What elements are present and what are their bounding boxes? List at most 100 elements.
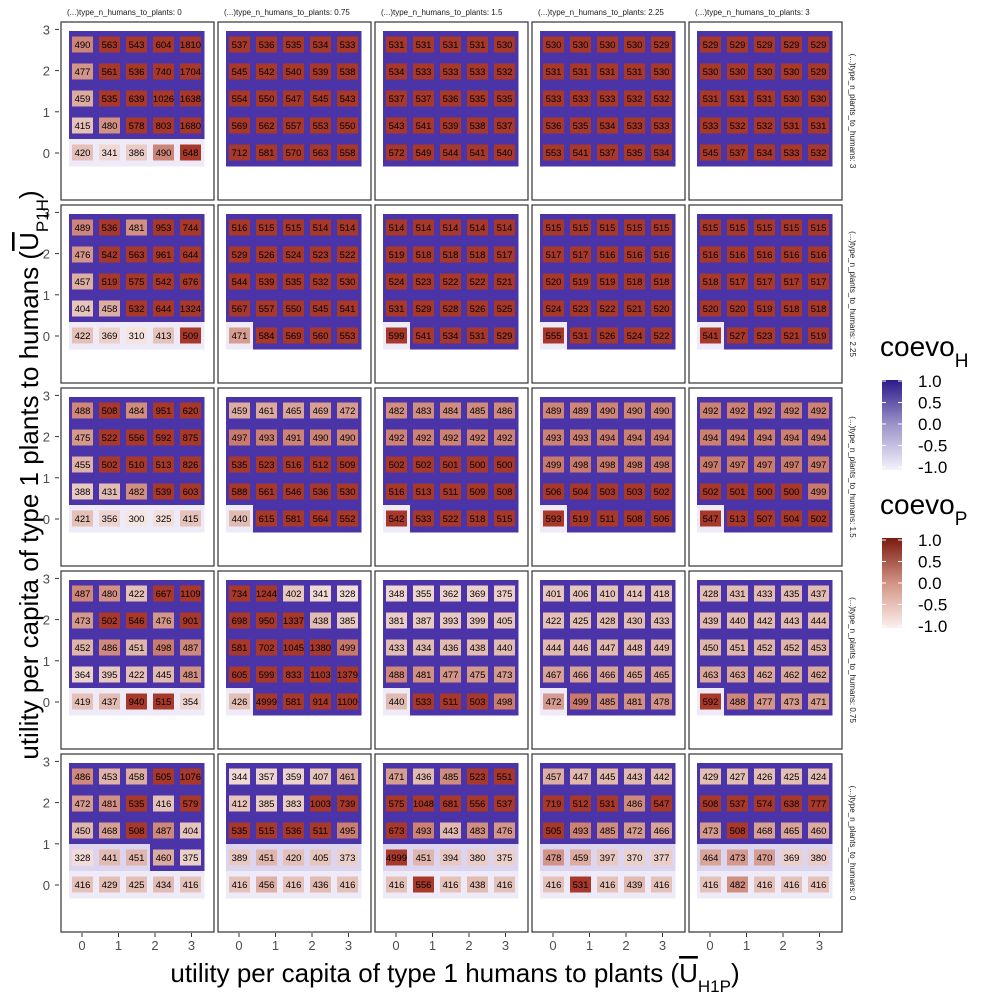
cell-value-label: 509 xyxy=(470,487,486,498)
heatmap-tile-p xyxy=(651,849,672,866)
cell-value-label: 416 xyxy=(389,880,405,891)
heatmap-tile-p xyxy=(494,219,515,236)
cell-value-label: 462 xyxy=(784,670,800,681)
heatmap-tile-p xyxy=(256,795,277,812)
heatmap-tile-p xyxy=(700,246,721,263)
cell-value-label: 532 xyxy=(627,94,643,105)
cell-value-label: 450 xyxy=(703,643,719,654)
cell-value-label: 416 xyxy=(232,880,248,891)
cell-value-label: 648 xyxy=(183,148,199,159)
cell-value-label: 541 xyxy=(470,148,486,159)
heatmap-tile-p xyxy=(283,63,304,80)
heatmap-tile-p xyxy=(543,849,564,866)
cell-value-label: 546 xyxy=(286,487,302,498)
heatmap-tile-p xyxy=(781,585,802,602)
cell-value-label: 526 xyxy=(259,250,275,261)
heatmap-tile-p xyxy=(283,849,304,866)
cell-value-label: 444 xyxy=(811,616,827,627)
cell-value-label: 1810 xyxy=(180,40,201,51)
heatmap-tile-p xyxy=(570,612,591,629)
cell-value-label: 537 xyxy=(389,94,405,105)
heatmap-tile-p xyxy=(494,795,515,812)
heatmap-tile-p xyxy=(467,273,488,290)
cell-value-label: 542 xyxy=(259,67,275,78)
cell-value-label: 1638 xyxy=(180,94,201,105)
cell-value-label: 667 xyxy=(156,589,172,600)
y-tick-label: 2 xyxy=(43,247,50,262)
cell-value-label: 531 xyxy=(573,331,589,342)
heatmap-tile-p xyxy=(153,327,174,344)
cell-value-label: 492 xyxy=(730,406,746,417)
heatmap-tile-p xyxy=(570,429,591,446)
cell-value-label: 575 xyxy=(129,277,145,288)
x-tick-label: 0 xyxy=(78,938,85,953)
cell-value-label: 436 xyxy=(313,880,329,891)
cell-value-label: 575 xyxy=(389,799,405,810)
heatmap-tile-p xyxy=(624,63,645,80)
cell-value-label: 531 xyxy=(389,40,405,51)
cell-value-label: 556 xyxy=(129,433,145,444)
heatmap-tile-p xyxy=(467,585,488,602)
heatmap-tile-p xyxy=(337,429,358,446)
cell-value-label: 497 xyxy=(811,460,827,471)
cell-value-label: 481 xyxy=(416,670,432,681)
heatmap-tile-p xyxy=(256,483,277,500)
heatmap-tile-p xyxy=(283,876,304,893)
heatmap-tile-p xyxy=(727,612,748,629)
cell-value-label: 494 xyxy=(627,433,643,444)
cell-value-label: 534 xyxy=(389,67,405,78)
facet-column-label: (...)type_n_humans_to_plants: 2.25 xyxy=(538,8,664,17)
y-tick-label: 0 xyxy=(43,695,50,710)
cell-value-label: 424 xyxy=(811,772,827,783)
heatmap-tile-p xyxy=(494,429,515,446)
heatmap-tile-p xyxy=(597,327,618,344)
heatmap-tile-p xyxy=(597,876,618,893)
heatmap-tile-p xyxy=(808,219,829,236)
heatmap-tile-p xyxy=(440,612,461,629)
heatmap-tile-p xyxy=(624,666,645,683)
heatmap-tile-p xyxy=(126,36,147,53)
cell-value-label: 530 xyxy=(497,40,513,51)
cell-value-label: 492 xyxy=(757,406,773,417)
heatmap-tile-p xyxy=(754,612,775,629)
heatmap-tile-p xyxy=(781,327,802,344)
heatmap-tile-p xyxy=(337,456,358,473)
cell-value-label: 1324 xyxy=(180,304,201,315)
cell-value-label: 569 xyxy=(286,331,302,342)
cell-value-label: 370 xyxy=(627,853,643,864)
cell-value-label: 407 xyxy=(313,772,329,783)
cell-value-label: 739 xyxy=(340,799,356,810)
heatmap-tile-p xyxy=(808,117,829,134)
heatmap-tile-p xyxy=(283,300,304,317)
facet-panel: 514 514 514 514 514 519 518 518 518 517 524 523 522 5… xyxy=(374,204,529,384)
heatmap-tile-p xyxy=(229,849,250,866)
heatmap-tile-p xyxy=(413,144,434,161)
heatmap-tile-p xyxy=(727,144,748,161)
heatmap-tile-p xyxy=(229,483,250,500)
cell-value-label: 530 xyxy=(730,67,746,78)
cell-value-label: 442 xyxy=(757,616,773,627)
cell-value-label: 1076 xyxy=(180,772,201,783)
heatmap-tile-p xyxy=(256,90,277,107)
cell-value-label: 501 xyxy=(443,460,459,471)
cell-value-label: 539 xyxy=(259,277,275,288)
heatmap-tile-p xyxy=(153,90,174,107)
legend-tick-label: 1.0 xyxy=(918,372,942,391)
facet-panel: 530 530 530 530 529 531 531 531 531 530 533 533 533 5… xyxy=(531,21,686,201)
heatmap-tile-p xyxy=(413,273,434,290)
heatmap-tile-p xyxy=(229,300,250,317)
heatmap-tile-p xyxy=(337,117,358,134)
cell-value-label: 620 xyxy=(183,406,199,417)
heatmap-tile-p xyxy=(229,117,250,134)
heatmap-tile-p xyxy=(72,795,93,812)
heatmap-tile-p xyxy=(727,36,748,53)
cell-value-label: 375 xyxy=(497,853,513,864)
heatmap-tile-p xyxy=(570,90,591,107)
cell-value-label: 451 xyxy=(416,853,432,864)
cell-value-label: 509 xyxy=(340,460,356,471)
heatmap-tile-p xyxy=(153,876,174,893)
heatmap-tile-p xyxy=(467,768,488,785)
cell-value-label: 567 xyxy=(232,304,248,315)
heatmap-tile-p xyxy=(153,273,174,290)
heatmap-tile-p xyxy=(754,585,775,602)
